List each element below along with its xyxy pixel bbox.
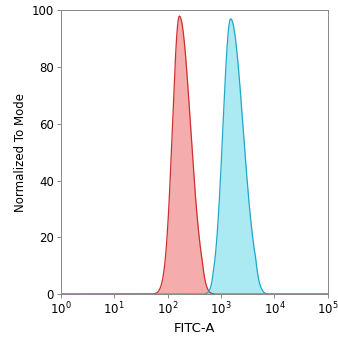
Y-axis label: Normalized To Mode: Normalized To Mode: [15, 93, 27, 212]
X-axis label: FITC-A: FITC-A: [174, 322, 215, 335]
